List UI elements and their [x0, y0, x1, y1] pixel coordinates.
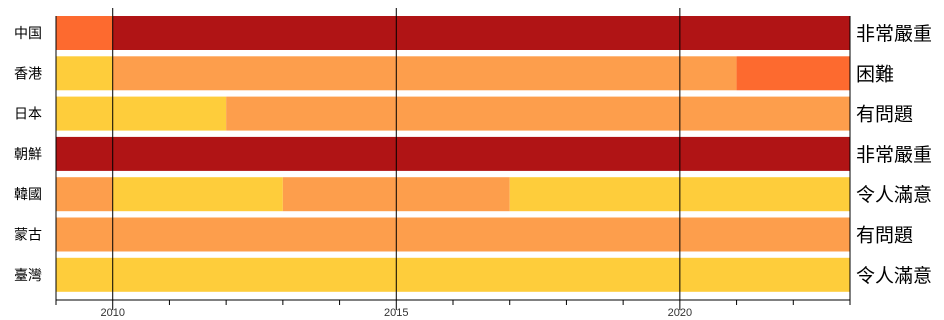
bar-segment-2-1 [226, 96, 850, 131]
row-status-2: 有問題 [856, 104, 913, 126]
bar-segment-6-0 [56, 257, 850, 292]
bar-segment-4-0 [56, 177, 113, 212]
row-status-4: 令人滿意 [856, 184, 932, 206]
bar-segment-0-0 [56, 16, 113, 50]
bar-segment-1-0 [56, 56, 113, 91]
bar-segment-1-1 [112, 56, 737, 91]
x-axis: 2010 2015 2020 [55, 299, 851, 319]
grid-layer [55, 8, 851, 300]
bar-segment-0-1 [112, 16, 850, 50]
row-label-2: 日本 [14, 107, 42, 123]
bars-layer [56, 16, 850, 292]
bar-segment-3-0 [56, 136, 850, 171]
bar-segment-2-0 [56, 96, 227, 131]
row-status-5: 有問題 [856, 225, 913, 247]
row-label-6: 臺灣 [14, 268, 42, 284]
row-status-0: 非常嚴重 [856, 23, 932, 45]
row-status-1: 困難 [856, 63, 894, 85]
bar-segment-5-0 [56, 217, 850, 252]
row-status-6: 令人滿意 [856, 265, 932, 287]
row-label-1: 香港 [14, 66, 42, 82]
x-tick-label-2020: 2020 [668, 307, 692, 319]
bar-segment-4-1 [112, 177, 283, 212]
x-tick-label-2015: 2015 [384, 307, 408, 319]
row-label-0: 中国 [14, 26, 42, 42]
bar-segment-1-2 [736, 56, 850, 91]
row-label-5: 蒙古 [14, 228, 42, 244]
row-status-3: 非常嚴重 [856, 144, 932, 166]
x-tick-label-2010: 2010 [100, 307, 124, 319]
row-label-4: 韓國 [14, 187, 42, 203]
row-label-3: 朝鮮 [14, 147, 42, 163]
